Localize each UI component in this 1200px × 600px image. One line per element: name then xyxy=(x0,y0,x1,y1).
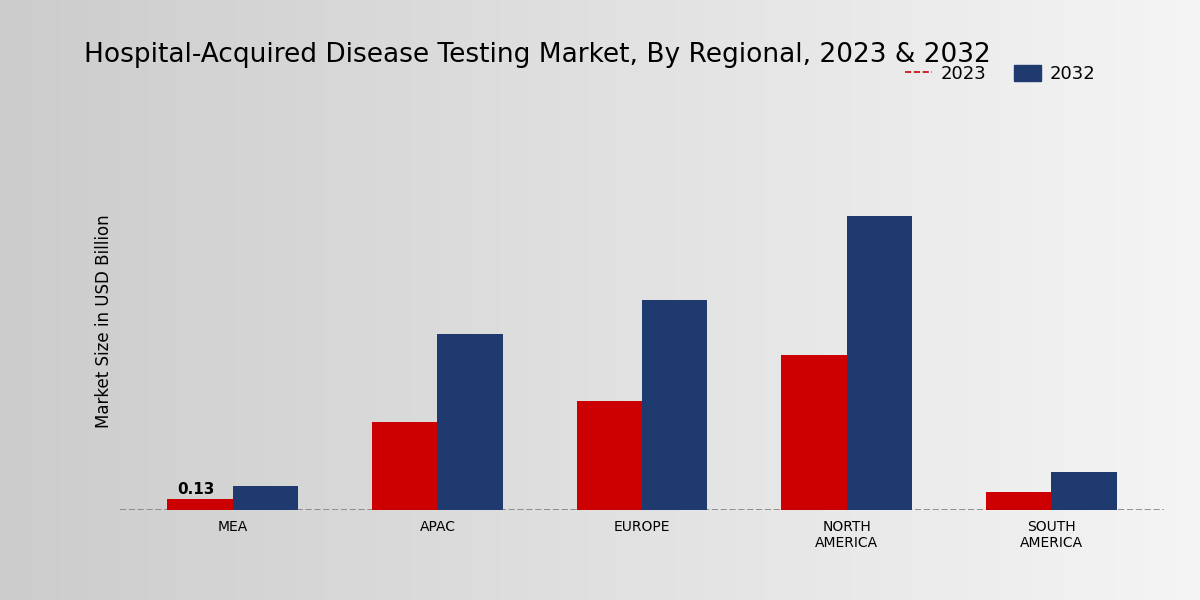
Bar xyxy=(168,499,233,510)
Text: Hospital-Acquired Disease Testing Market, By Regional, 2023 & 2032: Hospital-Acquired Disease Testing Market… xyxy=(84,42,991,68)
Bar xyxy=(642,300,708,510)
Bar xyxy=(233,487,299,510)
Bar xyxy=(1051,472,1116,510)
Bar xyxy=(576,401,642,510)
Bar xyxy=(372,422,438,510)
Bar xyxy=(781,355,846,510)
Bar xyxy=(438,334,503,510)
Text: 0.13: 0.13 xyxy=(178,482,215,497)
Bar xyxy=(846,216,912,510)
Legend: 2023, 2032: 2023, 2032 xyxy=(898,58,1103,91)
Y-axis label: Market Size in USD Billion: Market Size in USD Billion xyxy=(95,214,113,428)
Bar xyxy=(985,491,1051,510)
